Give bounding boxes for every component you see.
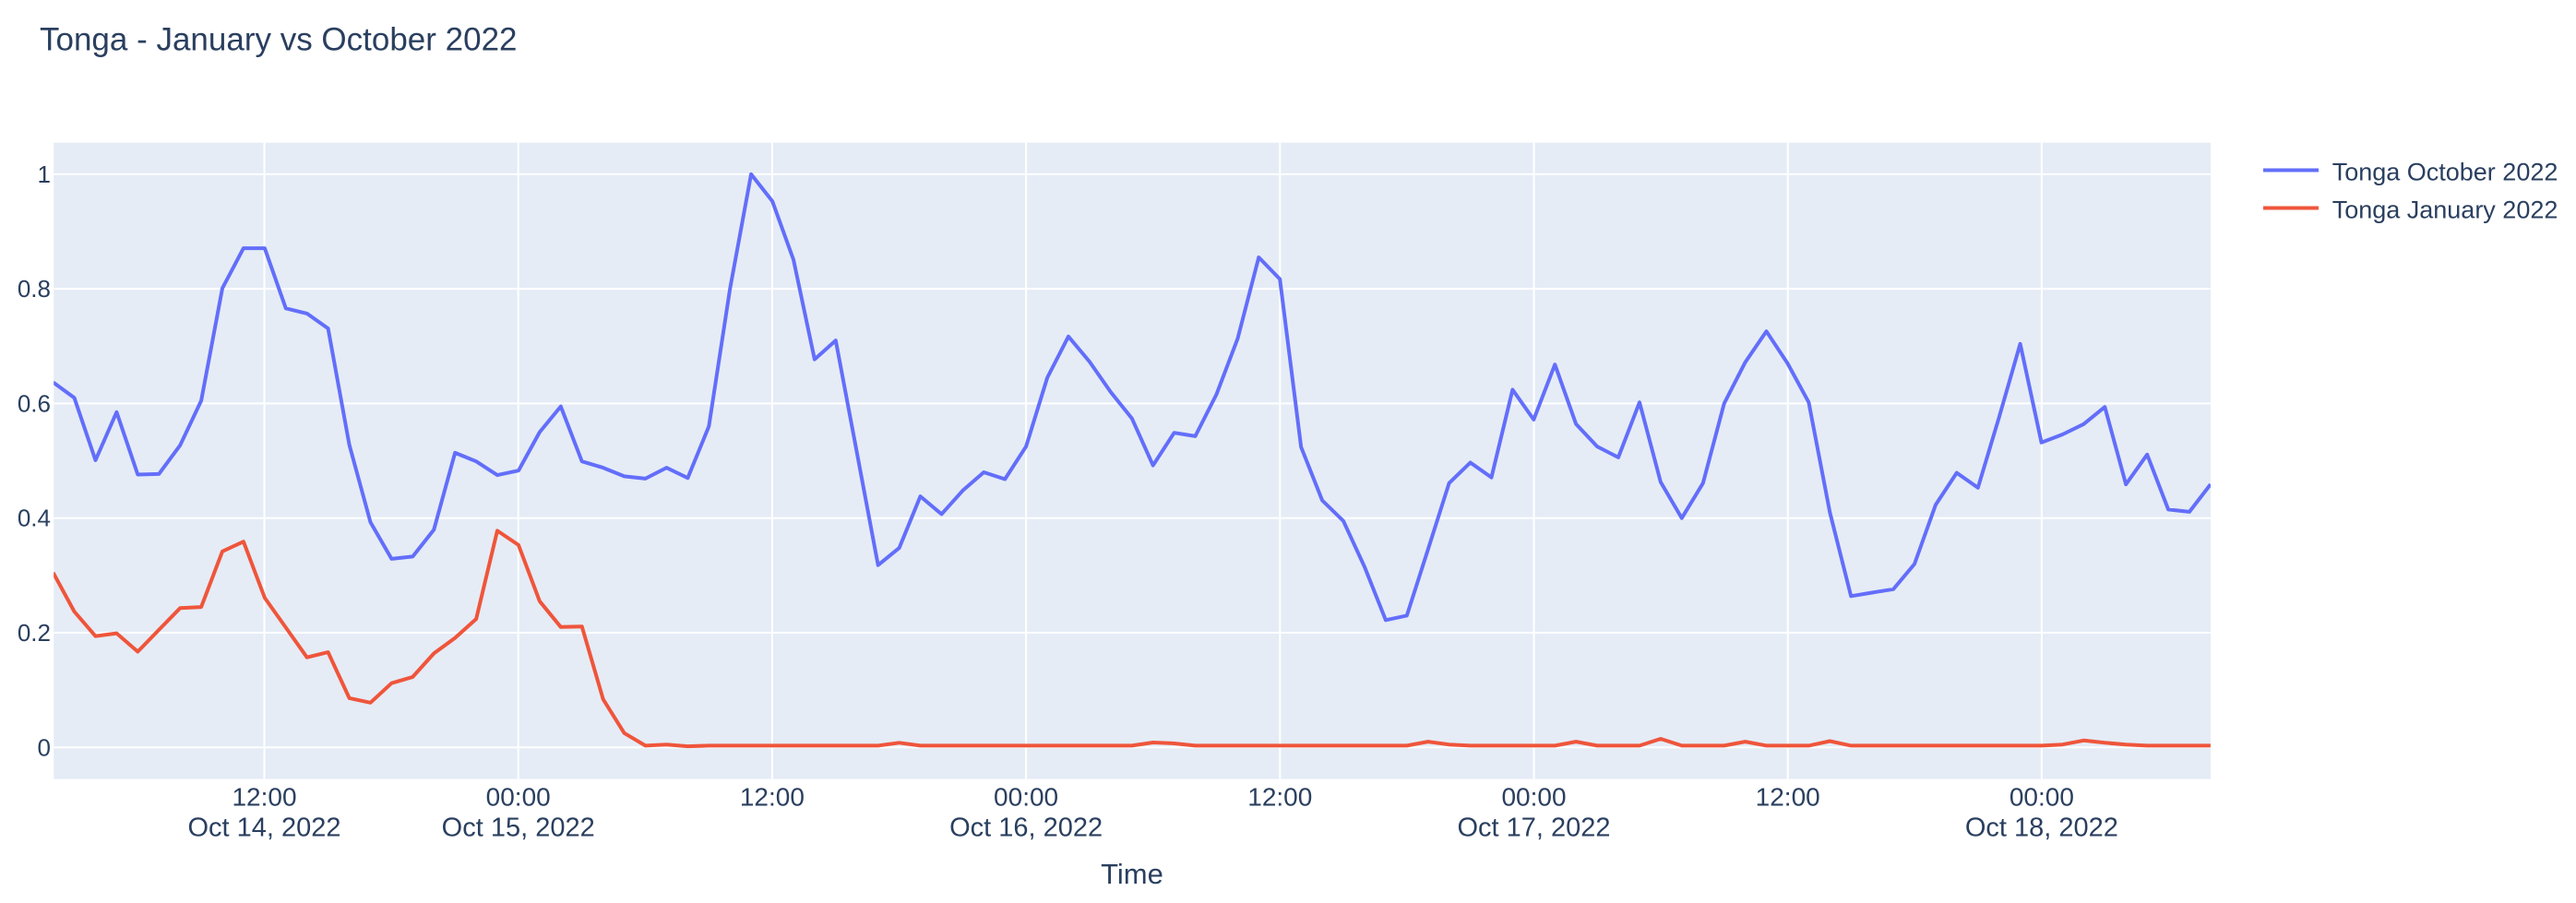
svg-text:0.8: 0.8: [18, 275, 51, 303]
svg-text:Time: Time: [1101, 858, 1163, 890]
svg-text:Oct 17, 2022: Oct 17, 2022: [1457, 814, 1610, 843]
svg-text:12:00: 12:00: [232, 782, 296, 811]
svg-text:0.6: 0.6: [18, 389, 51, 417]
svg-text:12:00: 12:00: [740, 782, 805, 811]
svg-text:Oct 15, 2022: Oct 15, 2022: [442, 814, 595, 843]
svg-text:12:00: 12:00: [1247, 782, 1312, 811]
svg-text:00:00: 00:00: [1501, 782, 1566, 811]
svg-text:Tonga October 2022: Tonga October 2022: [2332, 159, 2558, 186]
svg-text:Tonga - January vs October 202: Tonga - January vs October 2022: [40, 22, 518, 58]
svg-text:12:00: 12:00: [1756, 782, 1820, 811]
svg-text:Tonga January 2022: Tonga January 2022: [2332, 196, 2558, 224]
svg-text:Oct 18, 2022: Oct 18, 2022: [1965, 814, 2118, 843]
svg-text:00:00: 00:00: [2010, 782, 2074, 811]
svg-text:00:00: 00:00: [994, 782, 1058, 811]
svg-text:1: 1: [38, 160, 51, 188]
svg-text:0.2: 0.2: [18, 619, 51, 647]
svg-text:Oct 16, 2022: Oct 16, 2022: [949, 814, 1103, 843]
svg-text:Oct 14, 2022: Oct 14, 2022: [187, 814, 340, 843]
svg-text:00:00: 00:00: [486, 782, 551, 811]
svg-text:0.4: 0.4: [18, 505, 51, 532]
svg-text:0: 0: [38, 733, 51, 761]
